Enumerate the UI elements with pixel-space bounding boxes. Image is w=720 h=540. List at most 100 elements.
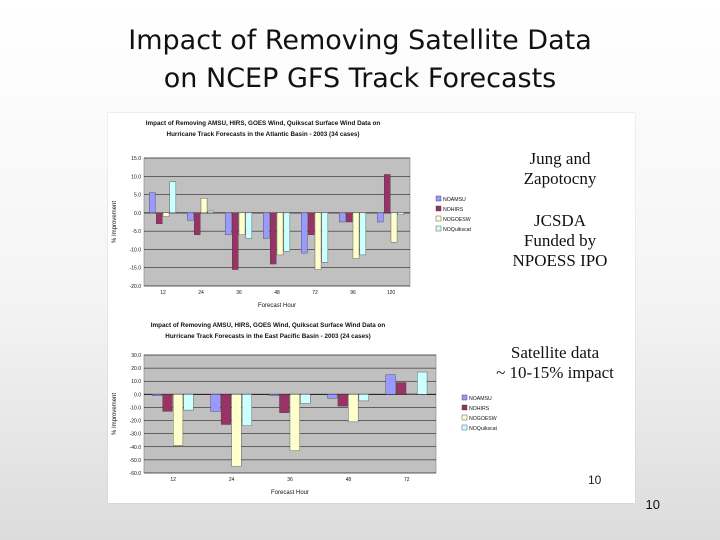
chart2-legend-label: NOAMSU bbox=[469, 396, 492, 402]
inner-page-number: 10 bbox=[588, 473, 602, 487]
chart1-bar bbox=[283, 212, 291, 252]
chart1-legend-label: NOHIRS bbox=[443, 207, 464, 213]
chart2-bar bbox=[241, 394, 252, 426]
impact-line-1: Satellite data bbox=[510, 343, 600, 362]
chart1-bar bbox=[390, 212, 398, 243]
chart2-bar bbox=[358, 394, 369, 402]
chart1-bar bbox=[339, 212, 346, 223]
chart1-y-tick-label: 10.0 bbox=[131, 174, 141, 180]
figure-panel: Impact of Removing AMSU, HIRS, GOES Wind… bbox=[108, 113, 635, 503]
chart2-bar bbox=[327, 394, 338, 399]
chart1-bar bbox=[352, 212, 360, 259]
chart2-y-tick-label: -30.0 bbox=[130, 432, 142, 438]
chart1-bar bbox=[397, 212, 405, 215]
chart1-title: Impact of Removing AMSU, HIRS, GOES Wind… bbox=[146, 120, 381, 127]
charts-canvas: Impact of Removing AMSU, HIRS, GOES Wind… bbox=[112, 120, 498, 496]
chart1-bar bbox=[377, 212, 384, 223]
chart2-x-tick-label: 36 bbox=[287, 477, 293, 483]
impact-note: Satellite data ~ 10-15% impact bbox=[480, 343, 630, 383]
chart1-x-tick-label: 96 bbox=[350, 290, 356, 296]
chart1-bar bbox=[245, 212, 253, 239]
chart2-bar bbox=[183, 394, 194, 411]
chart2-title: Impact of Removing AMSU, HIRS, GOES Wind… bbox=[151, 322, 386, 329]
chart1-y-axis-label: % Improvement bbox=[112, 201, 118, 243]
chart2-bar bbox=[162, 394, 173, 412]
chart1-bar bbox=[269, 212, 277, 265]
chart2-legend-swatch bbox=[461, 424, 468, 431]
chart1-bar bbox=[200, 198, 208, 214]
chart2-y-tick-label: -40.0 bbox=[130, 445, 142, 451]
chart1-bar bbox=[225, 212, 232, 235]
chart2-y-tick-label: -50.0 bbox=[130, 458, 142, 464]
chart2-y-axis-label: % Improvement bbox=[112, 393, 118, 435]
chart2-bar bbox=[396, 382, 407, 395]
chart2-x-tick-label: 24 bbox=[229, 477, 235, 483]
chart2-y-tick-label: 20.0 bbox=[131, 366, 141, 372]
chart1-x-tick-label: 72 bbox=[312, 290, 318, 296]
chart1-bar bbox=[162, 212, 170, 217]
chart1-bar bbox=[263, 212, 270, 239]
chart2-legend-label: NOHIRS bbox=[469, 406, 490, 412]
chart1-y-tick-label: 0.0 bbox=[134, 211, 141, 217]
chart2-bar bbox=[406, 393, 417, 395]
chart1-x-tick-label: 36 bbox=[236, 290, 242, 296]
chart1-bar bbox=[149, 192, 156, 214]
chart1-legend-swatch bbox=[435, 205, 442, 212]
chart1-x-axis-label: Forecast Hour bbox=[258, 303, 296, 309]
chart2-bar bbox=[300, 394, 311, 404]
chart2-bar bbox=[337, 394, 348, 407]
chart2-x-tick-label: 72 bbox=[404, 477, 410, 483]
chart2-bar bbox=[348, 394, 359, 423]
impact-line-2: ~ 10-15% impact bbox=[496, 363, 614, 382]
chart2-bar bbox=[220, 394, 231, 425]
chart1-bar bbox=[238, 212, 246, 235]
chart2-bar bbox=[417, 371, 428, 395]
chart1-x-tick-label: 120 bbox=[387, 290, 396, 296]
chart1-bar bbox=[345, 212, 353, 223]
chart1-subtitle: Hurricane Track Forecasts in the Atlanti… bbox=[167, 131, 360, 138]
chart1-bar bbox=[193, 212, 201, 235]
chart1-x-tick-label: 24 bbox=[198, 290, 204, 296]
chart1-y-tick-label: -15.0 bbox=[130, 266, 142, 272]
chart2-legend-swatch bbox=[461, 404, 468, 411]
slide-title-line-1: Impact of Removing Satellite Data bbox=[128, 25, 592, 56]
chart2-bar bbox=[152, 394, 163, 396]
chart2-y-tick-label: 0.0 bbox=[134, 392, 141, 398]
chart1-bar bbox=[187, 212, 194, 221]
chart1-y-tick-label: 15.0 bbox=[131, 156, 141, 162]
chart2-bar bbox=[385, 374, 396, 395]
chart2-bar bbox=[268, 394, 279, 396]
chart1-bar bbox=[169, 181, 177, 214]
chart1-legend-swatch bbox=[435, 195, 442, 202]
chart2-bar bbox=[289, 394, 300, 451]
chart1-bar bbox=[321, 212, 329, 263]
chart2-legend-swatch bbox=[461, 394, 468, 401]
chart1-bar bbox=[231, 212, 239, 270]
chart1-legend-label: NOGOESW bbox=[443, 217, 471, 223]
slide-title-line-2: on NCEP GFS Track Forecasts bbox=[163, 63, 557, 94]
chart2-x-tick-label: 48 bbox=[346, 477, 352, 483]
chart2-x-tick-label: 12 bbox=[170, 477, 176, 483]
chart2-bar bbox=[279, 394, 290, 413]
chart2-legend-label: NOQuikscat bbox=[469, 426, 498, 432]
chart1-y-tick-label: -5.0 bbox=[132, 229, 141, 235]
author-credit: Jung and Zapotocny bbox=[496, 149, 624, 189]
chart1-legend-label: NOAMSU bbox=[443, 197, 466, 203]
chart1-bar bbox=[301, 212, 308, 254]
chart1-x-tick-label: 12 bbox=[160, 290, 166, 296]
chart2-legend-swatch bbox=[461, 414, 468, 421]
chart2-bar bbox=[231, 394, 242, 467]
chart2-subtitle: Hurricane Track Forecasts in the East Pa… bbox=[165, 333, 370, 340]
chart2-bar bbox=[173, 394, 184, 446]
chart1-x-tick-label: 48 bbox=[274, 290, 280, 296]
chart2-y-tick-label: -60.0 bbox=[130, 471, 142, 477]
chart2-legend-label: NOGOESW bbox=[469, 416, 497, 422]
chart1-bar bbox=[383, 174, 391, 214]
slide-title: Impact of Removing Satellite Data on NCE… bbox=[0, 22, 720, 98]
slide-number: 10 bbox=[645, 497, 660, 512]
chart1-bar bbox=[207, 210, 215, 214]
chart1-y-tick-label: -20.0 bbox=[130, 284, 142, 290]
funding-line-3: NPOESS IPO bbox=[512, 251, 608, 270]
chart2-y-tick-label: 10.0 bbox=[131, 379, 141, 385]
chart1-bar bbox=[276, 212, 284, 256]
